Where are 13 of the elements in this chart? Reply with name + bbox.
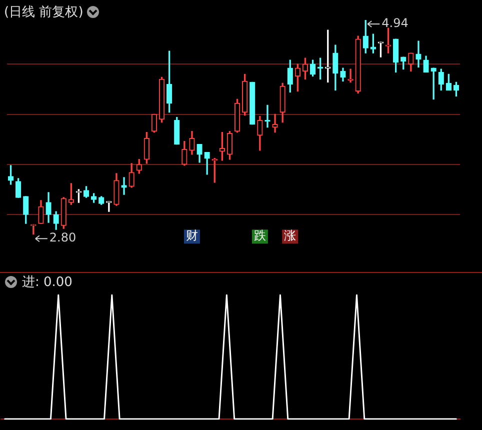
annotation: 涨 xyxy=(284,228,296,243)
chart-title: 进: 0.00 xyxy=(22,274,72,291)
annotation: 4.94 xyxy=(382,16,408,30)
candlestick xyxy=(430,68,436,100)
candlestick xyxy=(272,114,278,133)
annotation: 财 xyxy=(186,228,198,243)
candlestick xyxy=(30,224,36,235)
candlestick xyxy=(121,177,127,195)
chart-title: (日线 前复权) xyxy=(4,4,84,21)
annotation: 2.80 xyxy=(49,230,76,245)
candlestick xyxy=(106,201,112,212)
candlestick xyxy=(416,40,422,68)
annotation: 跌 xyxy=(254,228,266,243)
